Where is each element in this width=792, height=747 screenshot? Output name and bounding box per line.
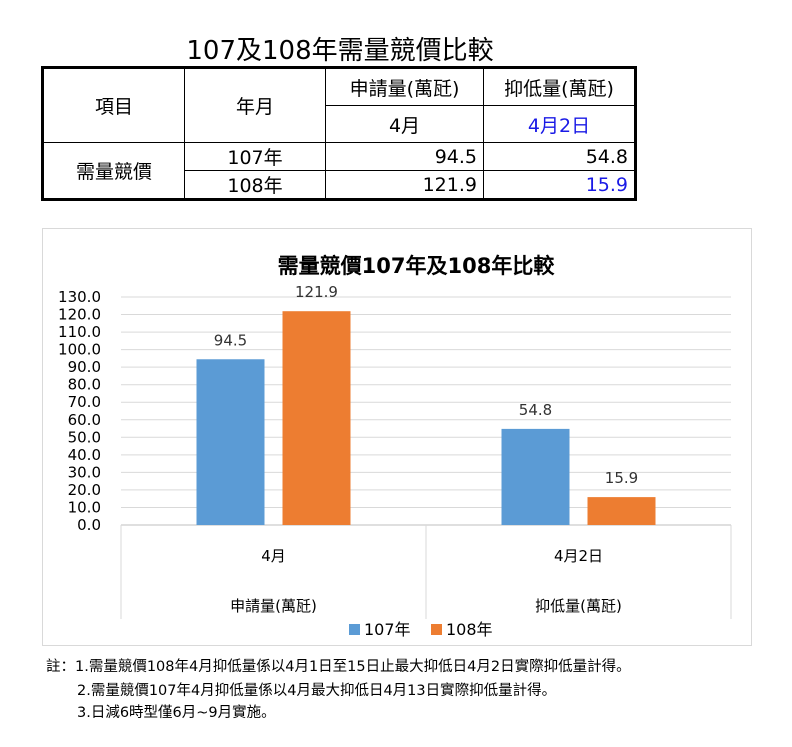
legend-swatch: [349, 624, 360, 635]
subheader-apply: 4月: [325, 105, 484, 143]
y-tick-label: 60.0: [68, 411, 101, 429]
note-1: 註：1.需量競價108年4月抑低量係以4月1日至15日止最大抑低日4月2日實際抑…: [46, 659, 631, 675]
note-2: 2.需量競價107年4月抑低量係以4月最大抑低日4月13日實際抑低量計得。: [77, 683, 557, 699]
y-tick-label: 50.0: [68, 428, 101, 446]
summary-table: 項目 年月 申請量(萬瓩) 抑低量(萬瓩) 4月 4月2日 需量競價 107年 …: [41, 66, 637, 201]
y-tick-label: 130.0: [58, 288, 101, 306]
row-reduce-value: 54.8: [483, 142, 636, 171]
row-apply-value: 94.5: [325, 142, 484, 171]
table-row: 108年 121.9 15.9: [43, 170, 636, 200]
header-yearmonth: 年月: [184, 67, 326, 143]
bar: [282, 311, 351, 525]
data-label: 15.9: [605, 469, 638, 487]
chart-title: 需量競價107年及108年比較: [278, 254, 556, 278]
header-apply: 申請量(萬瓩): [325, 67, 484, 106]
row-reduce-value: 15.9: [483, 170, 636, 200]
x-tick-label: 4月: [261, 547, 286, 565]
x-group-label: 申請量(萬瓩): [230, 597, 317, 615]
table-row: 需量競價 107年 94.5 54.8: [42, 142, 636, 200]
note-3: 3.日減6時型僅6月~9月實施。: [77, 705, 276, 721]
header-item: 項目: [42, 67, 185, 143]
y-tick-label: 70.0: [68, 393, 101, 411]
legend-swatch: [431, 624, 442, 635]
page-title: 107及108年需量競價比較: [186, 36, 494, 66]
row-group-label: 需量競價: [42, 142, 185, 200]
y-tick-label: 20.0: [68, 481, 101, 499]
x-tick-label: 4月2日: [554, 547, 603, 565]
y-tick-label: 90.0: [68, 358, 101, 376]
row-apply-value: 121.9: [325, 170, 484, 200]
legend-label: 108年: [446, 620, 493, 639]
legend-label: 107年: [364, 620, 411, 639]
data-label: 121.9: [295, 283, 338, 301]
data-label: 54.8: [519, 401, 552, 419]
bar: [587, 497, 656, 525]
bar: [501, 428, 570, 525]
y-tick-label: 110.0: [58, 323, 101, 341]
y-tick-label: 120.0: [58, 306, 101, 324]
chart-frame: 需量競價107年及108年比較 0.0 10.0 20.0 30.0 40.0 50.0 60…: [42, 228, 752, 646]
row-year: 108年: [184, 170, 326, 200]
y-tick-label: 0.0: [77, 516, 101, 534]
bar-chart: 需量競價107年及108年比較 0.010.020.030.040.050.060…: [58, 254, 732, 639]
row-year: 107年: [184, 142, 326, 171]
subheader-reduce: 4月2日: [483, 105, 636, 143]
bar: [196, 359, 265, 525]
y-tick-label: 30.0: [68, 463, 101, 481]
header-reduce: 抑低量(萬瓩): [483, 67, 636, 106]
y-tick-label: 10.0: [68, 498, 101, 516]
y-tick-label: 100.0: [58, 341, 101, 359]
data-label: 94.5: [214, 331, 247, 349]
y-tick-label: 80.0: [68, 376, 101, 394]
x-group-label: 抑低量(萬瓩): [535, 597, 622, 615]
y-tick-label: 40.0: [68, 446, 101, 464]
